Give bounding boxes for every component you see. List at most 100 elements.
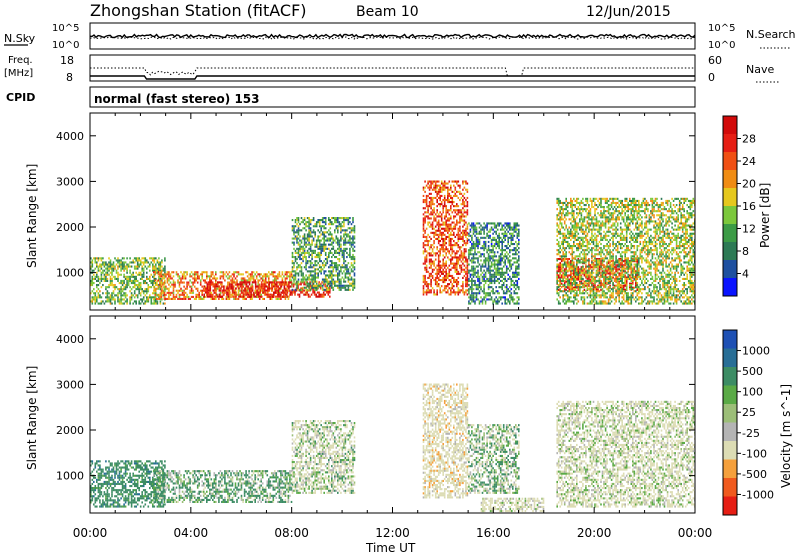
echo-cell — [126, 303, 128, 305]
echo-cell — [562, 247, 564, 249]
echo-cell — [128, 276, 130, 278]
echo-cell — [514, 286, 516, 288]
echo-cell — [201, 275, 203, 277]
echo-cell — [439, 197, 441, 199]
echo-cell — [559, 296, 561, 298]
echo-cell — [117, 276, 119, 278]
echo-cell — [98, 288, 100, 290]
echo-cell — [295, 238, 297, 240]
echo-cell — [298, 231, 300, 233]
echo-cell — [509, 294, 511, 296]
echo-cell — [450, 224, 452, 226]
echo-cell — [308, 254, 310, 256]
echo-cell — [310, 229, 312, 231]
echo-cell — [135, 294, 137, 296]
echo-cell — [313, 219, 315, 221]
echo-cell — [346, 233, 348, 235]
echo-cell — [113, 268, 115, 270]
echo-cell — [452, 275, 454, 277]
echo-cell — [223, 294, 225, 296]
echo-cell — [197, 296, 199, 298]
echo-cell — [345, 277, 347, 279]
echo-cell — [567, 241, 569, 243]
echo-cell — [307, 279, 309, 281]
echo-cell — [512, 264, 514, 266]
echo-cell — [436, 234, 438, 236]
echo-cell — [483, 280, 485, 282]
echo-cell — [125, 261, 127, 263]
echo-cell — [131, 276, 133, 278]
echo-cell — [512, 249, 514, 251]
echo-cell — [483, 227, 485, 229]
echo-cell — [439, 261, 441, 263]
echo-cell — [504, 303, 506, 305]
echo-cell — [330, 250, 332, 252]
echo-cell — [480, 296, 482, 298]
echo-cell — [337, 240, 339, 242]
echo-cell — [340, 270, 342, 272]
echo-cell — [514, 282, 516, 284]
echo-cell — [507, 247, 509, 249]
nave-top-tick: 60 — [708, 54, 722, 67]
echo-cell — [129, 270, 131, 272]
echo-cell — [107, 270, 109, 272]
echo-cell — [120, 296, 122, 298]
echo-cell — [200, 290, 202, 292]
echo-cell — [325, 244, 327, 246]
echo-cell — [250, 290, 252, 292]
echo-cell — [435, 273, 437, 275]
echo-cell — [429, 273, 431, 275]
echo-cell — [480, 229, 482, 231]
echo-cell — [105, 268, 107, 270]
echo-cell — [427, 211, 429, 213]
echo-cell — [479, 303, 481, 305]
echo-cell — [444, 228, 446, 230]
echo-cell — [564, 222, 566, 224]
echo-cell — [492, 247, 494, 249]
echo-cell — [277, 277, 279, 279]
echo-cell — [461, 197, 463, 199]
echo-cell — [439, 226, 441, 228]
echo-cell — [433, 232, 435, 234]
echo-cell — [447, 183, 449, 185]
echo-cell — [447, 256, 449, 258]
echo-cell — [620, 262, 622, 264]
echo-cell — [122, 298, 124, 300]
echo-cell — [302, 221, 304, 223]
echo-cell — [313, 270, 315, 272]
echo-cell — [570, 288, 572, 290]
echo-cell — [176, 290, 178, 292]
echo-cell — [137, 257, 139, 259]
echo-cell — [556, 253, 558, 255]
echo-cell — [304, 254, 306, 256]
echo-cell — [258, 285, 260, 287]
echo-cell — [482, 290, 484, 292]
echo-cell — [511, 229, 513, 231]
echo-cell — [305, 266, 307, 268]
echo-cell — [423, 236, 425, 238]
echo-cell — [98, 294, 100, 296]
echo-cell — [517, 286, 519, 288]
echo-cell — [558, 266, 560, 268]
echo-cell — [477, 298, 479, 300]
echo-cell — [511, 296, 513, 298]
echo-cell — [330, 266, 332, 268]
echo-cell — [163, 268, 165, 270]
echo-cell — [342, 225, 344, 227]
echo-cell — [564, 241, 566, 243]
echo-cell — [319, 248, 321, 250]
echo-cell — [201, 290, 203, 292]
echo-cell — [459, 228, 461, 230]
echo-cell — [143, 296, 145, 298]
echo-cell — [438, 277, 440, 279]
echo-cell — [429, 201, 431, 203]
echo-cell — [561, 264, 563, 266]
echo-cell — [485, 266, 487, 268]
echo-cell — [200, 298, 202, 300]
echo-cell — [310, 231, 312, 233]
echo-cell — [462, 207, 464, 209]
echo-cell — [132, 276, 134, 278]
echo-cell — [226, 292, 228, 294]
echo-cell — [336, 221, 338, 223]
echo-cell — [164, 259, 166, 261]
